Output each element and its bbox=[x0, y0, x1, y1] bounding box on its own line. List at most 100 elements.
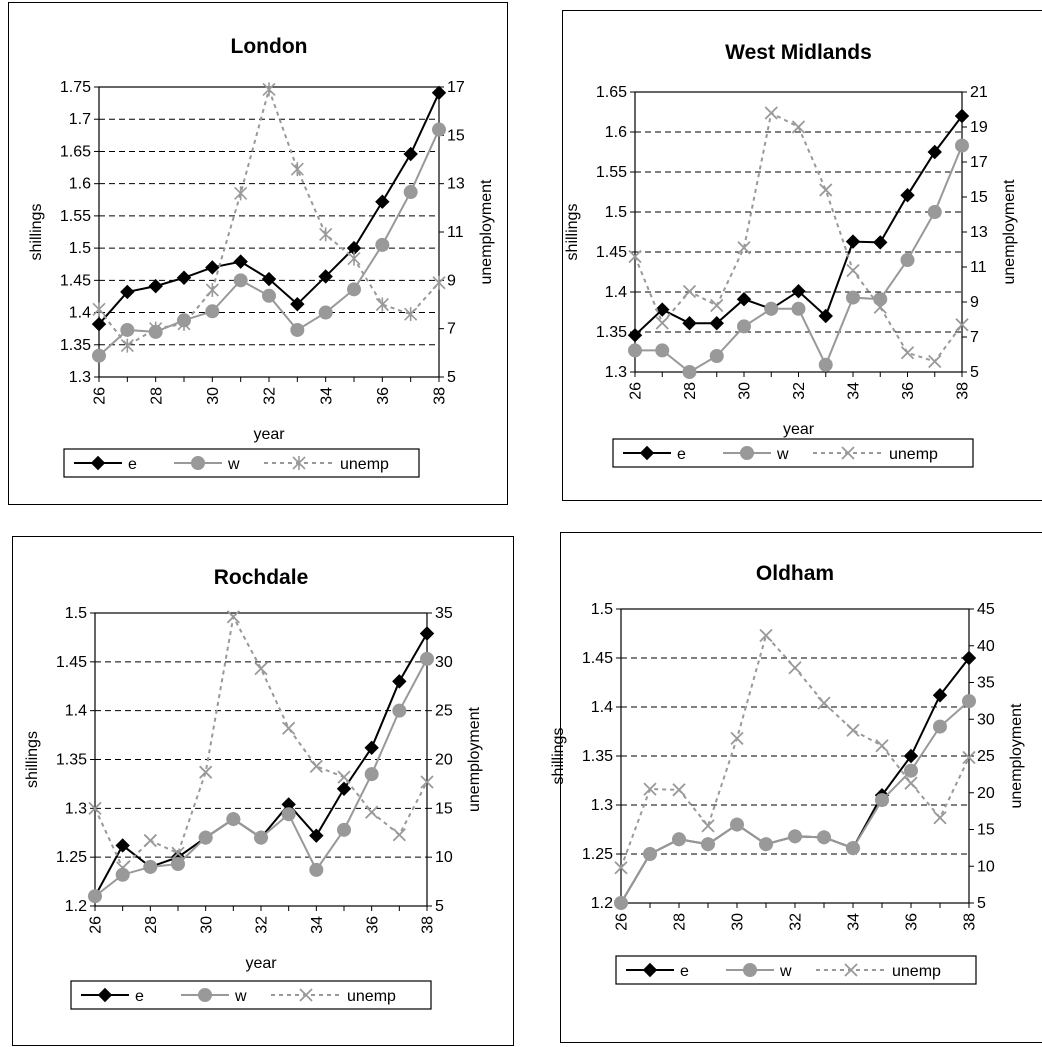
data-point bbox=[759, 628, 773, 643]
legend-label: unemp bbox=[340, 456, 389, 473]
legend-item-e: e bbox=[81, 987, 144, 1005]
data-point bbox=[290, 296, 305, 312]
x-tick-label: 38 bbox=[432, 387, 449, 405]
y-tick-label: 1.3 bbox=[69, 369, 91, 386]
data-point bbox=[403, 146, 418, 162]
data-point bbox=[643, 847, 657, 861]
data-point bbox=[873, 300, 887, 314]
data-point bbox=[791, 301, 806, 316]
data-point bbox=[932, 688, 948, 703]
y-tick-label: 1.4 bbox=[65, 703, 87, 720]
data-point bbox=[420, 775, 434, 789]
data-point bbox=[309, 759, 323, 773]
data-point bbox=[788, 661, 802, 675]
y-tick-label: 1.55 bbox=[596, 164, 627, 181]
y-axis-left: 1.2 1.25 1.3 1.35 1.4 1.45 1.5 bbox=[582, 601, 621, 912]
x-axis: 26 28 30 32 34 36 38 bbox=[628, 372, 972, 400]
data-point bbox=[281, 807, 296, 822]
legend-box bbox=[70, 980, 432, 1010]
chart-title: London bbox=[231, 35, 308, 58]
y2-axis-label: unemployment bbox=[478, 179, 495, 285]
legend-item-w: w bbox=[181, 988, 247, 1005]
y2-axis-label: unemployment bbox=[1008, 703, 1025, 809]
data-point bbox=[432, 275, 446, 290]
x-tick-label: 28 bbox=[672, 913, 689, 931]
data-point bbox=[143, 833, 157, 848]
y2-tick-label: 7 bbox=[447, 321, 456, 338]
y2-tick-label: 5 bbox=[977, 895, 986, 912]
data-point bbox=[955, 318, 969, 332]
data-point bbox=[420, 651, 434, 666]
legend-item-e: e bbox=[623, 445, 686, 463]
data-point bbox=[791, 120, 806, 134]
chart-west-midlands: West Midlands 1.3 1.35 1.4 1.45 1.5 1.55 1.6 1.6… bbox=[562, 10, 1042, 501]
x-tick-label: 26 bbox=[92, 387, 109, 405]
series-e bbox=[91, 85, 447, 332]
x-axis: 26 28 30 32 34 36 38 bbox=[92, 377, 449, 405]
y2-tick-label: 13 bbox=[970, 224, 988, 241]
x-tick-label: 34 bbox=[318, 387, 335, 405]
data-point bbox=[817, 830, 831, 845]
data-point bbox=[120, 322, 135, 337]
y2-tick-label: 17 bbox=[970, 154, 988, 171]
data-point bbox=[764, 106, 778, 120]
y2-tick-label: 21 bbox=[970, 84, 988, 101]
y2-tick-label: 10 bbox=[435, 849, 453, 866]
x-tick-label: 36 bbox=[364, 916, 381, 934]
legend-box bbox=[615, 955, 977, 985]
data-point bbox=[226, 812, 241, 827]
legend-marker bbox=[97, 987, 113, 1003]
y-axis-label: shillings bbox=[24, 731, 41, 788]
x-axis: 26 28 30 32 34 36 38 bbox=[88, 906, 437, 934]
data-point bbox=[91, 316, 107, 332]
x-axis: 26 28 30 32 34 36 38 bbox=[614, 903, 979, 931]
data-point bbox=[171, 846, 185, 860]
y2-tick-label: 20 bbox=[435, 752, 453, 769]
y-axis-right: 5 7 9 11 13 15 17 bbox=[439, 79, 465, 386]
x-tick-label: 26 bbox=[614, 913, 631, 931]
legend-item-w: w bbox=[726, 963, 792, 980]
x-tick-label: 38 bbox=[962, 913, 979, 931]
data-point bbox=[226, 610, 240, 624]
y-tick-label: 1.65 bbox=[60, 143, 91, 160]
data-point bbox=[171, 857, 185, 872]
series-e bbox=[613, 650, 977, 911]
data-point bbox=[701, 837, 715, 852]
data-point bbox=[655, 302, 670, 317]
x-tick-label: 34 bbox=[309, 916, 326, 934]
data-point bbox=[791, 283, 806, 299]
data-point bbox=[655, 343, 670, 358]
data-point bbox=[933, 719, 947, 734]
data-point bbox=[655, 316, 669, 330]
y2-tick-label: 30 bbox=[435, 654, 453, 671]
data-point bbox=[846, 841, 860, 856]
data-point bbox=[254, 830, 268, 845]
legend-marker bbox=[743, 963, 757, 977]
y-axis-left: 1.2 1.25 1.3 1.35 1.4 1.45 1.5 bbox=[56, 605, 95, 915]
data-point bbox=[375, 194, 390, 209]
legend-item-e: e bbox=[626, 962, 689, 980]
y-tick-label: 1.4 bbox=[69, 305, 91, 322]
data-point bbox=[403, 185, 418, 200]
y2-tick-label: 15 bbox=[447, 127, 465, 144]
y-tick-label: 1.5 bbox=[605, 204, 627, 221]
data-point bbox=[262, 288, 276, 303]
y2-tick-label: 15 bbox=[970, 189, 988, 206]
legend-item-w: w bbox=[723, 446, 789, 463]
x-tick-label: 30 bbox=[730, 913, 747, 931]
y-axis-right: 5 10 15 20 25 30 35 40 45 bbox=[969, 601, 995, 912]
y2-tick-label: 17 bbox=[447, 79, 465, 96]
data-point bbox=[788, 829, 802, 844]
x-tick-label: 36 bbox=[900, 382, 917, 400]
y-tick-label: 1.45 bbox=[596, 244, 627, 261]
y-tick-label: 1.45 bbox=[582, 650, 613, 667]
y2-tick-label: 25 bbox=[435, 703, 453, 720]
x-axis-label: year bbox=[783, 421, 815, 438]
data-point bbox=[614, 896, 628, 910]
y2-tick-label: 15 bbox=[977, 822, 995, 839]
data-point bbox=[643, 782, 657, 796]
series-line bbox=[620, 700, 970, 904]
legend-label: e bbox=[680, 963, 689, 980]
data-point bbox=[143, 859, 158, 874]
legend-marker bbox=[198, 988, 212, 1002]
